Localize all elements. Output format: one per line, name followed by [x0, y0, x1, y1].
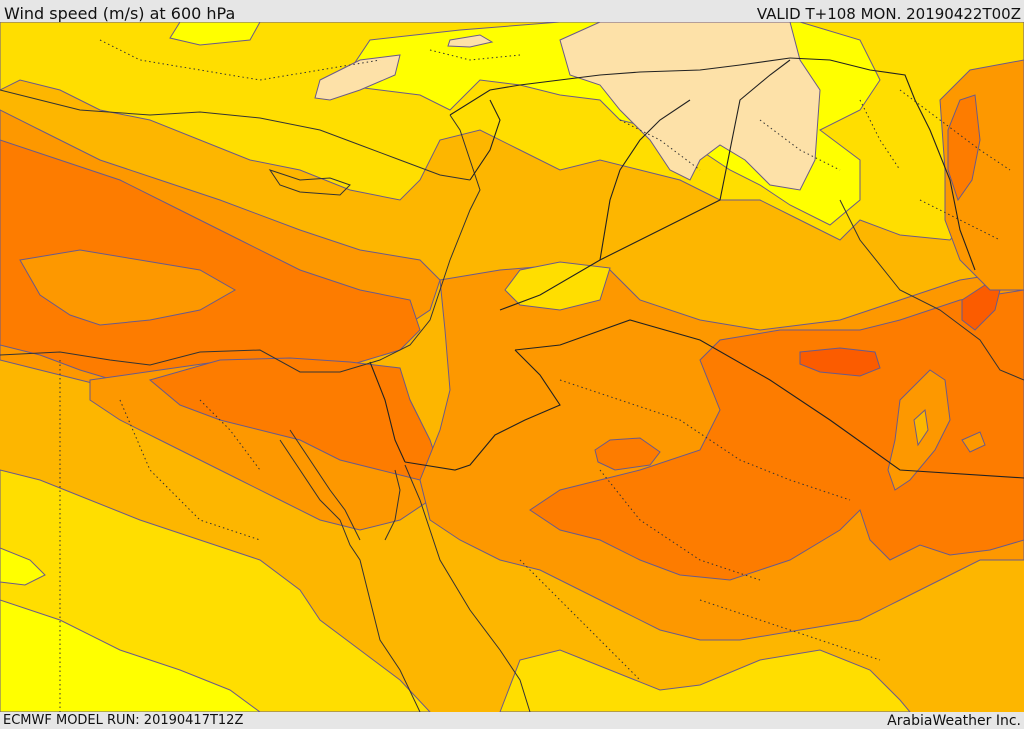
model-run-label: ECMWF MODEL RUN: 20190417T12Z: [3, 713, 244, 728]
band-dark-orange-east-edge: [947, 94, 981, 202]
border-iran-iraq: [789, 57, 976, 271]
border-syria-turkey: [449, 57, 791, 116]
border-jordan-saudi: [404, 349, 561, 471]
admin-lines-iraq: [619, 99, 901, 171]
band-dark-orange-central: [529, 289, 1024, 581]
border-syria-iraq: [599, 99, 691, 261]
coastline-red-sea: [279, 439, 421, 712]
border-iraq-saudi: [499, 59, 791, 311]
spot-red-orange-1: [799, 347, 881, 377]
map-header: Wind speed (m/s) at 600 hPa VALID T+108 …: [0, 0, 1024, 23]
band-bright-yellow-southwest: [0, 599, 261, 712]
admin-lines-arabia: [519, 379, 881, 681]
coastline-red-sea-east: [404, 464, 531, 712]
band-orange-island-west: [19, 249, 237, 326]
wind-speed-map: [0, 22, 1024, 712]
band-bright-yellow-northwest: [169, 22, 261, 46]
credit-label: ArabiaWeather Inc.: [887, 713, 1021, 729]
band-bright-yellow-cape: [0, 547, 46, 586]
coastline-cyprus: [268, 169, 351, 196]
coastline-persian-gulf: [839, 199, 1024, 381]
coastline-aqaba: [384, 469, 401, 541]
band-light-orange-pocket: [913, 409, 929, 447]
band-orange-small-east: [961, 431, 986, 453]
valid-time: VALID T+108 MON. 20190422T00Z: [756, 5, 1021, 23]
coastline-turkey-south: [0, 89, 471, 181]
admin-lines-turkey: [99, 39, 521, 81]
band-dark-orange-west: [0, 139, 421, 391]
band-yellow-south: [499, 649, 911, 712]
spot-orange-center: [594, 437, 661, 471]
coastline-gulf-suez: [289, 429, 361, 541]
map-footer: ECMWF MODEL RUN: 20190417T12Z ArabiaWeat…: [0, 712, 1024, 729]
coastline-mediterranean: [0, 114, 481, 373]
border-saudi-iraq-south: [514, 319, 1024, 479]
admin-lines-iran: [899, 89, 1011, 241]
map-title: Wind speed (m/s) at 600 hPa: [4, 4, 236, 23]
admin-lines-egypt: [59, 360, 261, 712]
band-very-light-north: [314, 54, 401, 101]
band-very-light-northeast: [559, 22, 821, 191]
border-egypt-israel: [369, 361, 406, 463]
border-north-lebanon: [469, 99, 501, 181]
band-very-light-small: [447, 34, 494, 48]
